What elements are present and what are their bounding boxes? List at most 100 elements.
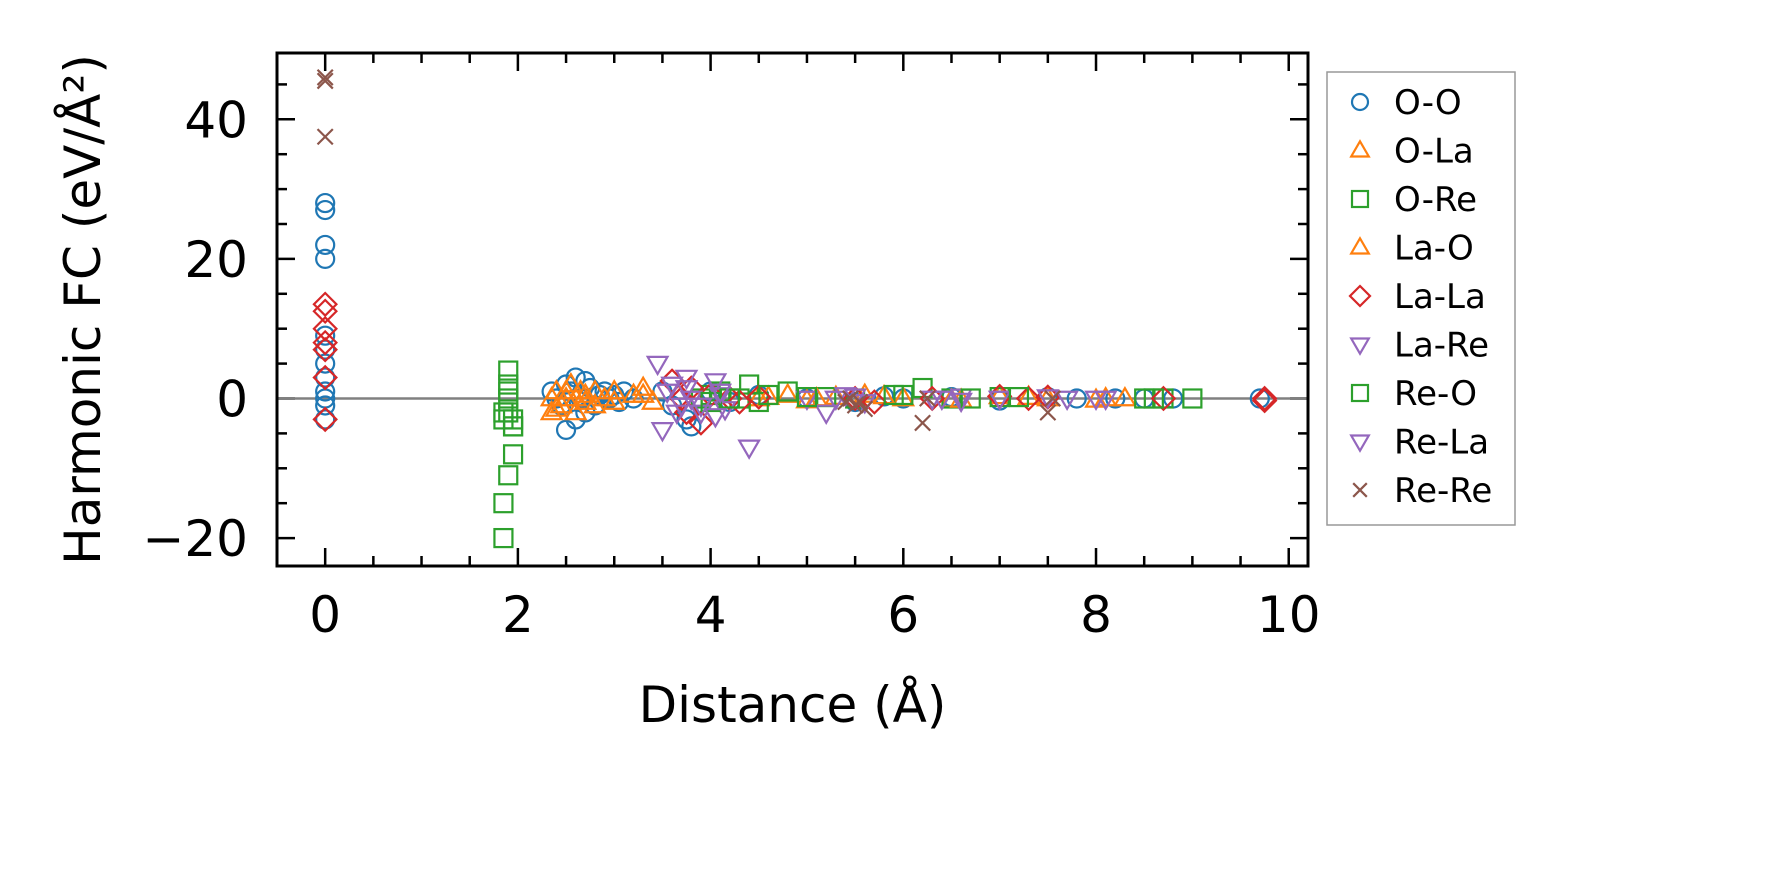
y-tick-label: 40 [184, 91, 248, 149]
point-re-la [930, 390, 954, 412]
point-re-re [316, 72, 334, 90]
point-o-la [987, 383, 1012, 405]
point-re-o [883, 384, 904, 406]
point-o-o [315, 367, 336, 388]
point-la-la [688, 410, 714, 436]
point-la-re [708, 387, 733, 408]
legend-label-o-la: O-La [1394, 132, 1474, 172]
point-o-o [315, 409, 336, 430]
point-o-o [555, 419, 577, 440]
x-tick-label: 10 [1257, 586, 1321, 644]
point-la-la [312, 336, 338, 363]
point-la-o [544, 396, 569, 417]
legend-marker-re-o [1350, 383, 1370, 403]
point-la-o [631, 382, 655, 403]
point-re-la [655, 383, 680, 405]
point-re-re [851, 393, 869, 411]
point-la-re [674, 369, 699, 391]
point-re-o [498, 381, 519, 402]
series-re-o [493, 381, 1164, 437]
point-re-o [1143, 388, 1164, 409]
ticks-layer [275, 53, 1308, 566]
point-la-o [602, 389, 627, 410]
point-re-la [674, 380, 699, 401]
legend-label-o-o: O-O [1394, 83, 1462, 123]
point-la-la [1251, 387, 1278, 414]
point-re-re [914, 414, 932, 432]
x-tick-label: 8 [1080, 586, 1112, 644]
point-o-re [493, 493, 514, 514]
point-o-la [583, 392, 607, 414]
point-la-la [312, 406, 338, 433]
point-la-o [573, 389, 598, 410]
legend-marker-la-la [1348, 284, 1372, 308]
y-tick-label: 0 [216, 370, 248, 428]
tick-labels-layer: 0 2 4 6 8 10 −20 0 20 40 [142, 91, 1320, 644]
point-la-la [312, 329, 338, 356]
point-la-re [814, 404, 839, 425]
point-o-o [315, 381, 336, 402]
point-re-la [1055, 390, 1079, 412]
legend-label-la-re: La-Re [1394, 326, 1489, 366]
point-re-o [758, 384, 779, 406]
point-re-re [1039, 404, 1057, 421]
point-o-la [1113, 385, 1137, 407]
legend-marker-la-o [1349, 236, 1371, 255]
point-la-la [861, 389, 888, 415]
point-re-la [703, 408, 728, 429]
x-axis-label: Distance (Å) [639, 676, 947, 734]
legend-marker-re-la [1349, 434, 1371, 453]
point-re-o [498, 402, 519, 423]
point-la-o [554, 378, 578, 400]
point-o-re [498, 465, 519, 486]
plot-frame [275, 51, 1310, 568]
series-la-la [312, 291, 1278, 436]
point-o-re [498, 374, 519, 395]
point-re-la [824, 390, 848, 412]
point-la-la [745, 384, 772, 410]
point-la-la [312, 315, 338, 342]
legend-marker-la-re [1349, 337, 1371, 356]
point-o-o [315, 192, 336, 214]
legend-marker-re-re [1352, 482, 1368, 498]
point-o-o [1105, 388, 1126, 409]
point-re-re [841, 390, 859, 407]
point-o-la [602, 378, 627, 400]
point-la-re [987, 390, 1012, 412]
point-re-o [1008, 386, 1030, 408]
point-o-o [315, 248, 336, 269]
point-la-la [312, 291, 338, 318]
point-la-re [795, 390, 819, 412]
y-tick-label: −20 [142, 510, 248, 568]
y-tick-label: 20 [184, 231, 248, 289]
point-o-re [498, 360, 519, 381]
point-o-la [563, 399, 588, 421]
legend-marker-o-la [1349, 139, 1371, 158]
point-o-la [640, 389, 665, 410]
legend-marker-o-re [1350, 189, 1370, 209]
legend: O-O O-La O-Re La-O La-La La-Re Re-O Re-La Re-Re [1326, 71, 1516, 526]
point-la-o [563, 385, 588, 407]
legend-label-re-la: Re-La [1394, 423, 1489, 463]
point-re-re [918, 390, 936, 407]
point-o-re [1182, 388, 1203, 409]
legend-marker-o-o [1350, 92, 1370, 112]
point-re-la [949, 392, 973, 414]
point-re-la [1084, 390, 1108, 412]
point-la-la [312, 364, 338, 391]
point-re-o [719, 388, 740, 409]
point-o-o [315, 234, 336, 256]
point-o-la [631, 375, 655, 396]
point-re-la [708, 383, 733, 405]
point-re-re [316, 69, 334, 86]
point-o-o [315, 325, 336, 346]
point-o-la [539, 399, 564, 421]
points-layer [312, 69, 1278, 549]
point-o-o [315, 395, 336, 416]
point-re-o [502, 416, 524, 437]
legend-label-la-o: La-O [1394, 229, 1474, 269]
y-axis-label: Harmonic FC (eV/Å²) [54, 54, 112, 565]
point-o-la [775, 382, 800, 403]
